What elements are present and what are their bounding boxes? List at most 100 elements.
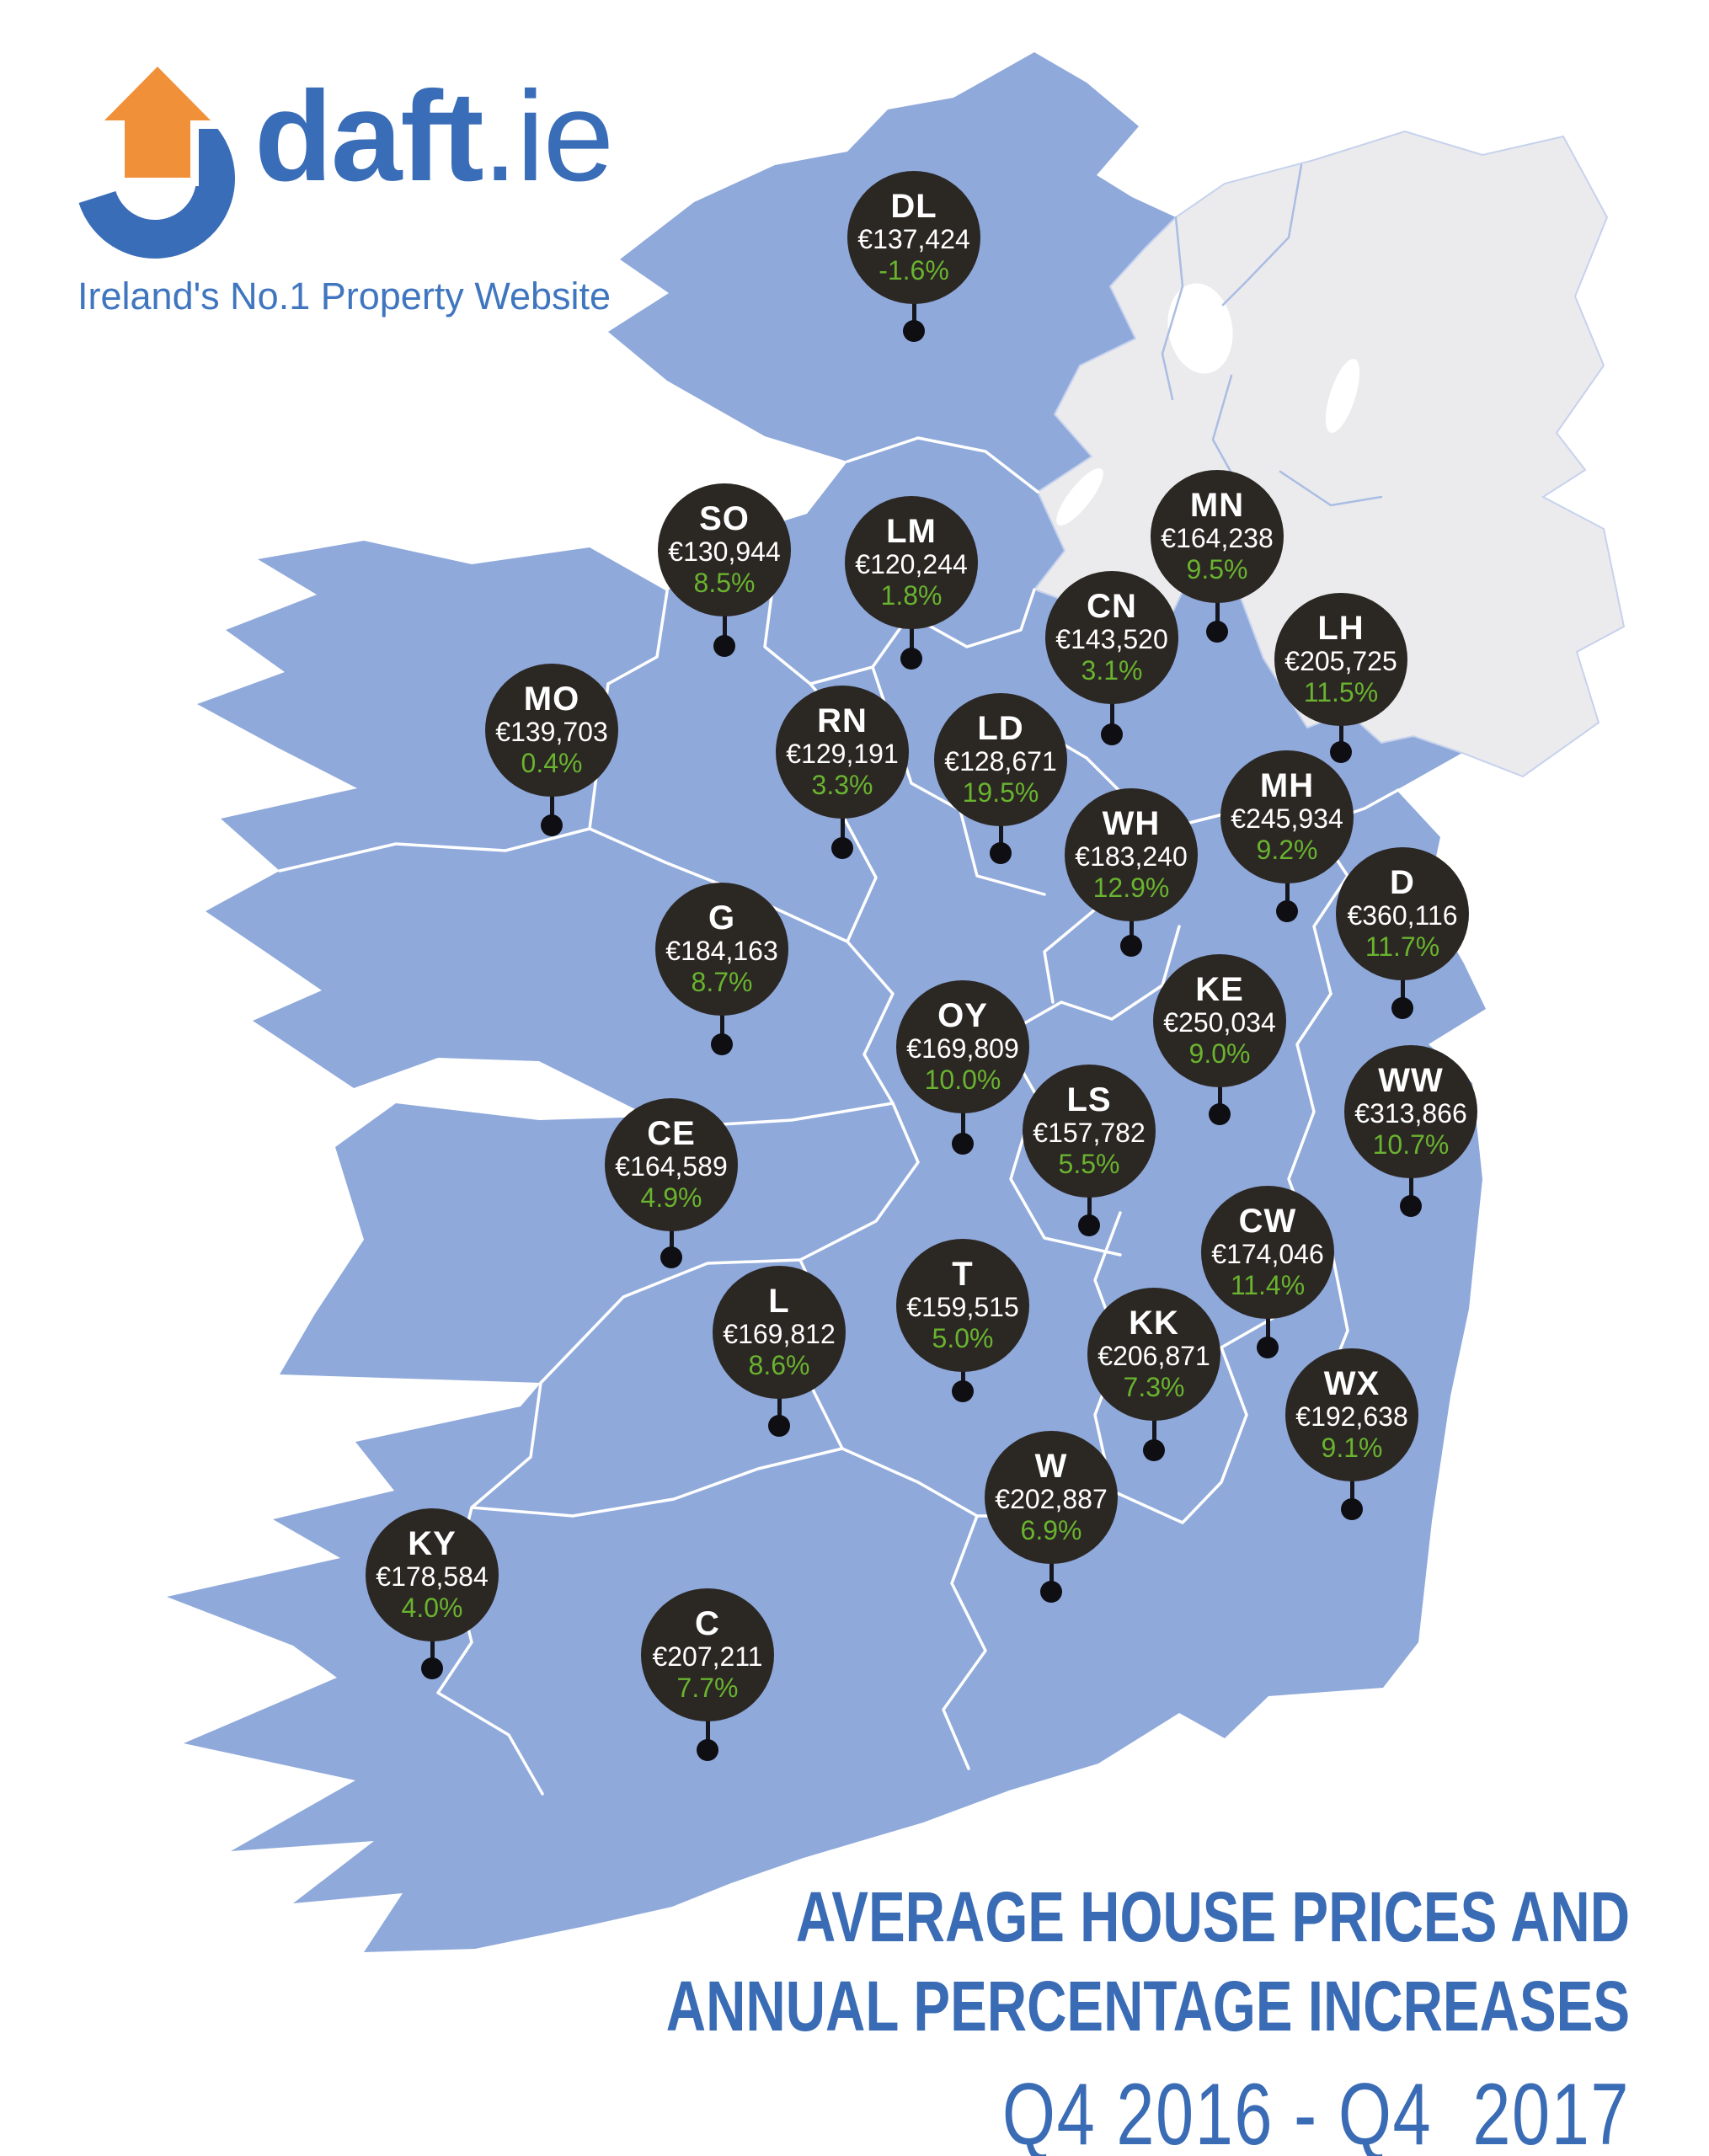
county-code: SO <box>699 500 750 538</box>
county-code: G <box>708 899 736 937</box>
title-period: Q4 2016 - Q4 2017 <box>1001 2065 1630 2156</box>
marker-dot <box>421 1657 443 1679</box>
brand-tld: .ie <box>482 65 615 208</box>
marker-stem <box>1129 905 1134 946</box>
marker-stem <box>705 1705 710 1750</box>
county-bubble: W €202,887 6.9% <box>985 1431 1118 1564</box>
marker-dot <box>1209 1103 1231 1125</box>
county-code: LM <box>886 513 937 551</box>
marker-dot <box>541 814 563 836</box>
marker-stem <box>430 1625 435 1668</box>
marker-stem <box>1215 587 1220 632</box>
county-bubble: KY €178,584 4.0% <box>366 1508 499 1641</box>
county-change: 8.6% <box>748 1350 810 1380</box>
marker-dot <box>1143 1439 1165 1461</box>
strangford-lough <box>1325 359 1360 433</box>
county-code: OY <box>937 997 988 1035</box>
daft-logo-icon <box>74 54 235 259</box>
county-price: €313,866 <box>1354 1098 1467 1129</box>
county-bubble: C €207,211 7.7% <box>641 1588 774 1721</box>
marker-stem <box>719 1000 724 1044</box>
brand-wordmark: daft.ie <box>254 72 614 200</box>
county-price: €120,244 <box>855 549 968 580</box>
marker-stem <box>1284 867 1290 911</box>
county-code: L <box>768 1283 790 1321</box>
brand-name: daft <box>254 65 484 208</box>
county-code: RN <box>817 702 868 740</box>
county-price: €159,515 <box>906 1292 1019 1323</box>
county-change: 9.0% <box>1188 1038 1251 1069</box>
county-bubble: WH €183,240 12.9% <box>1065 788 1198 921</box>
marker-stem <box>777 1383 782 1426</box>
marker-stem <box>549 781 554 825</box>
county-code: DL <box>890 188 937 226</box>
lough-neagh <box>1167 283 1233 374</box>
county-change: 6.9% <box>1020 1515 1082 1545</box>
marker-dot <box>1257 1337 1279 1358</box>
marker-stem <box>840 803 845 848</box>
county-bubble: LM €120,244 1.8% <box>845 496 978 629</box>
county-code: LS <box>1066 1081 1112 1119</box>
county-change: 11.5% <box>1303 677 1379 707</box>
county-price: €174,046 <box>1211 1239 1324 1270</box>
marker-stem <box>722 600 727 646</box>
county-code: WW <box>1378 1062 1444 1100</box>
county-price: €157,782 <box>1033 1118 1146 1149</box>
county-price: €178,584 <box>376 1561 489 1593</box>
brand-tagline: Ireland's No.1 Property Website <box>77 275 612 318</box>
county-bubble: WW €313,866 10.7% <box>1344 1045 1477 1178</box>
marker-dot <box>1101 723 1123 745</box>
title-line-1: AVERAGE HOUSE PRICES AND <box>795 1877 1630 1956</box>
county-price: €143,520 <box>1055 624 1168 655</box>
marker-dot <box>660 1246 682 1268</box>
marker-stem <box>998 810 1003 853</box>
county-change: 5.0% <box>932 1323 994 1353</box>
county-change: 3.1% <box>1081 655 1143 686</box>
marker-dot <box>1330 741 1352 763</box>
county-bubble: L €169,812 8.6% <box>713 1266 846 1399</box>
marker-dot <box>768 1415 790 1437</box>
marker-stem <box>1217 1071 1222 1114</box>
county-change: 19.5% <box>962 777 1039 808</box>
marker-stem <box>1400 964 1405 1008</box>
marker-dot <box>697 1739 718 1761</box>
county-change: 4.0% <box>401 1593 463 1623</box>
county-price: €206,871 <box>1097 1341 1210 1372</box>
county-change: -1.6% <box>879 255 949 286</box>
county-price: €360,116 <box>1347 900 1458 931</box>
county-bubble: RN €129,191 3.3% <box>776 686 909 819</box>
county-price: €129,191 <box>786 739 899 770</box>
marker-dot <box>711 1033 733 1055</box>
county-change: 0.4% <box>521 748 583 778</box>
county-change: 8.5% <box>693 568 756 598</box>
county-change: 11.4% <box>1230 1270 1306 1300</box>
county-code: KY <box>408 1525 457 1563</box>
county-price: €137,424 <box>857 224 970 255</box>
county-bubble: D €360,116 11.7% <box>1336 847 1469 980</box>
logo-house-icon <box>84 54 231 186</box>
marker-dot <box>1391 997 1413 1019</box>
county-code: WX <box>1323 1365 1381 1403</box>
county-price: €164,238 <box>1161 523 1274 554</box>
county-change: 8.7% <box>691 967 753 997</box>
county-price: €250,034 <box>1163 1007 1276 1038</box>
lough-erne <box>1056 467 1103 526</box>
marker-dot <box>713 635 735 657</box>
county-code: LD <box>977 710 1024 748</box>
county-bubble: KE €250,034 9.0% <box>1153 954 1286 1087</box>
marker-dot <box>1078 1214 1100 1236</box>
county-change: 5.5% <box>1058 1149 1120 1179</box>
county-bubble: G €184,163 8.7% <box>655 883 788 1016</box>
county-price: €202,887 <box>995 1484 1108 1515</box>
county-code: MN <box>1189 487 1245 525</box>
county-bubble: LH €205,725 11.5% <box>1274 593 1407 726</box>
marker-stem <box>960 1097 965 1144</box>
marker-dot <box>1341 1498 1363 1520</box>
county-price: €128,671 <box>944 746 1057 777</box>
county-bubble: CN €143,520 3.1% <box>1045 571 1178 704</box>
county-change: 1.8% <box>880 580 943 611</box>
county-code: T <box>952 1256 974 1294</box>
county-bubble: MN €164,238 9.5% <box>1151 470 1284 603</box>
county-change: 7.7% <box>676 1673 739 1703</box>
